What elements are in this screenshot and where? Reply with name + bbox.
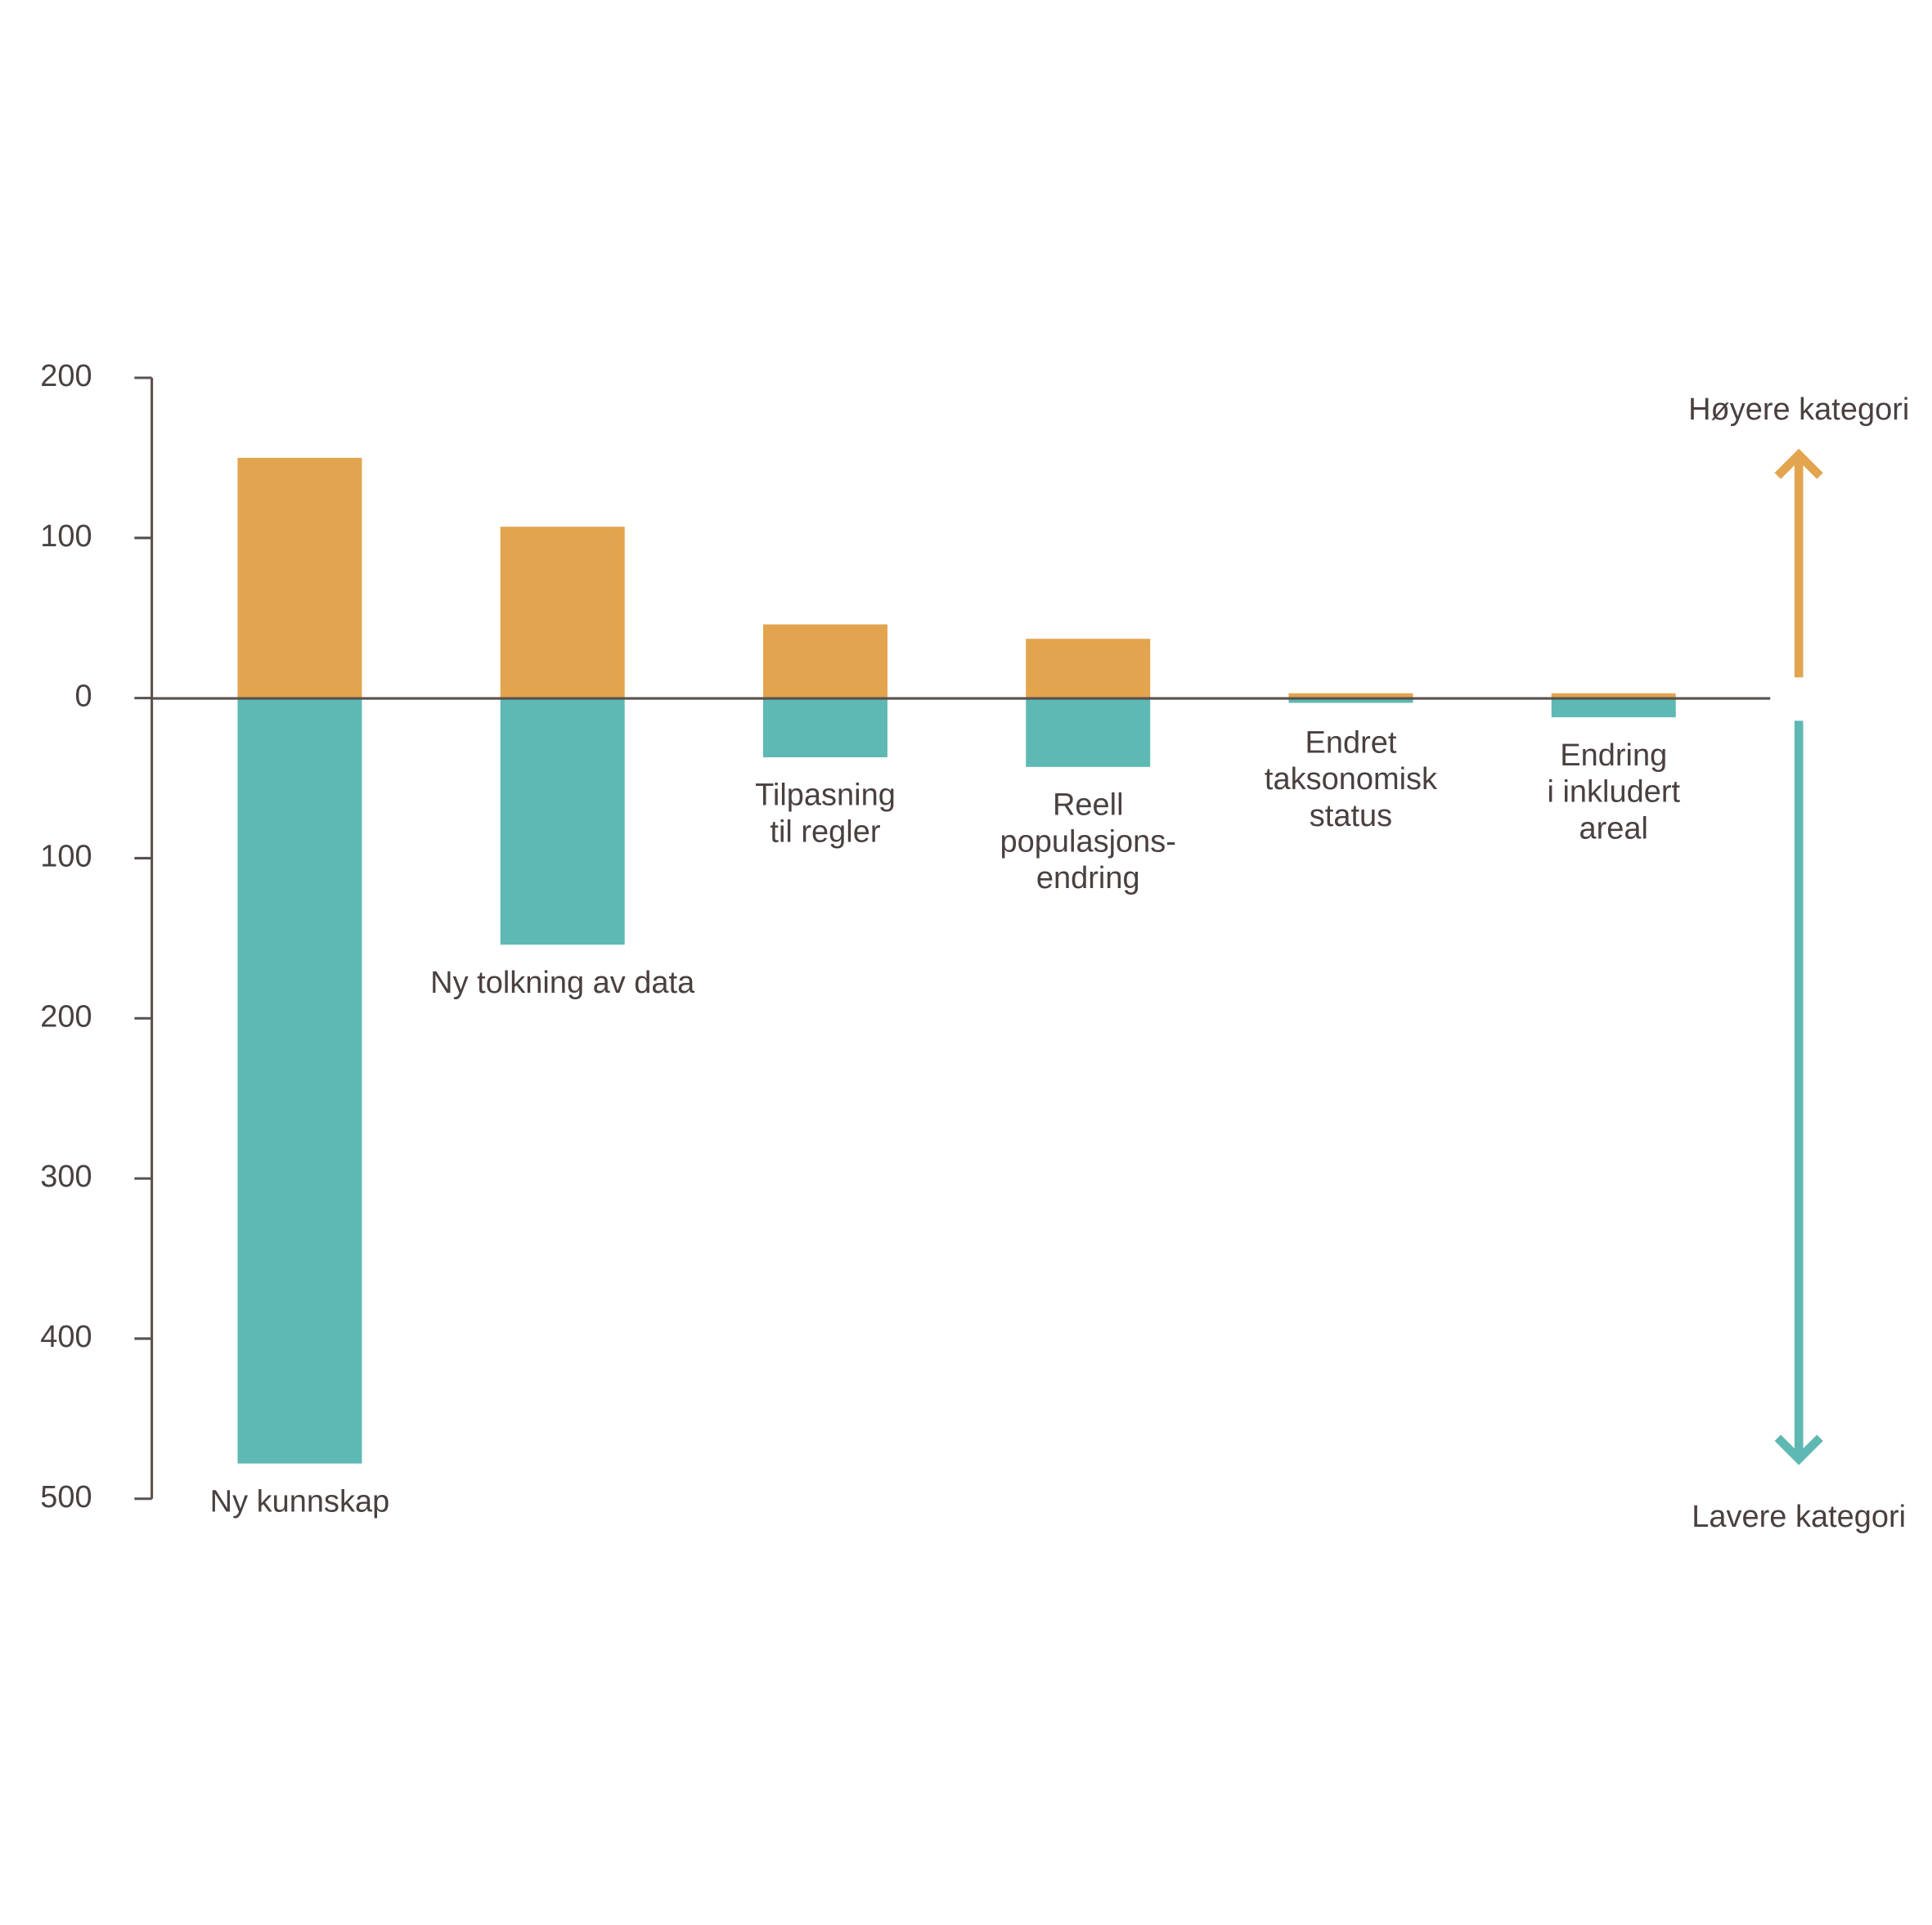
x-tick-label: taksonomisk [1265,762,1438,796]
x-tick-label: Endring [1560,738,1667,773]
bar [237,698,362,1464]
x-tick-label: Reell [1053,788,1124,822]
x-tick-label: Endret [1305,725,1397,760]
y-tick-label: 500 [40,1480,92,1514]
y-tick-label: 100 [40,519,92,554]
legend-label: Lavere kategori [1692,1500,1906,1534]
x-tick-label: Ny kunnskap [210,1484,390,1519]
bar [500,698,625,945]
x-tick-label: status [1310,799,1392,833]
x-tick-label: areal [1579,811,1648,846]
x-tick-label: Ny tolkning av data [430,966,695,1000]
bars [237,457,1676,1464]
legend-arrow [1774,720,1823,1465]
y-tick-label: 200 [40,359,92,393]
y-tick-label: 400 [40,1320,92,1354]
bar [500,527,625,698]
bar [237,457,362,698]
bar [762,698,887,758]
bar [1026,639,1151,698]
bar [1026,698,1151,767]
bar [1288,698,1413,703]
x-tick-label: til regler [770,815,880,850]
bar [762,624,887,698]
y-tick-label: 200 [40,999,92,1034]
x-tick-label: populasjons- [1000,824,1176,859]
y-tick-label: 0 [75,680,92,714]
x-tick-label: Tilpasning [755,779,896,813]
bar [1551,698,1676,718]
x-tick-label: i inkludert [1547,775,1680,810]
y-tick-label: 100 [40,839,92,873]
y-tick-label: 300 [40,1160,92,1194]
x-tick-label: endring [1036,861,1140,895]
legend-arrow [1774,448,1823,678]
bar [1551,693,1676,698]
legend-label: Høyere kategori [1688,393,1909,427]
bar [1288,693,1413,698]
